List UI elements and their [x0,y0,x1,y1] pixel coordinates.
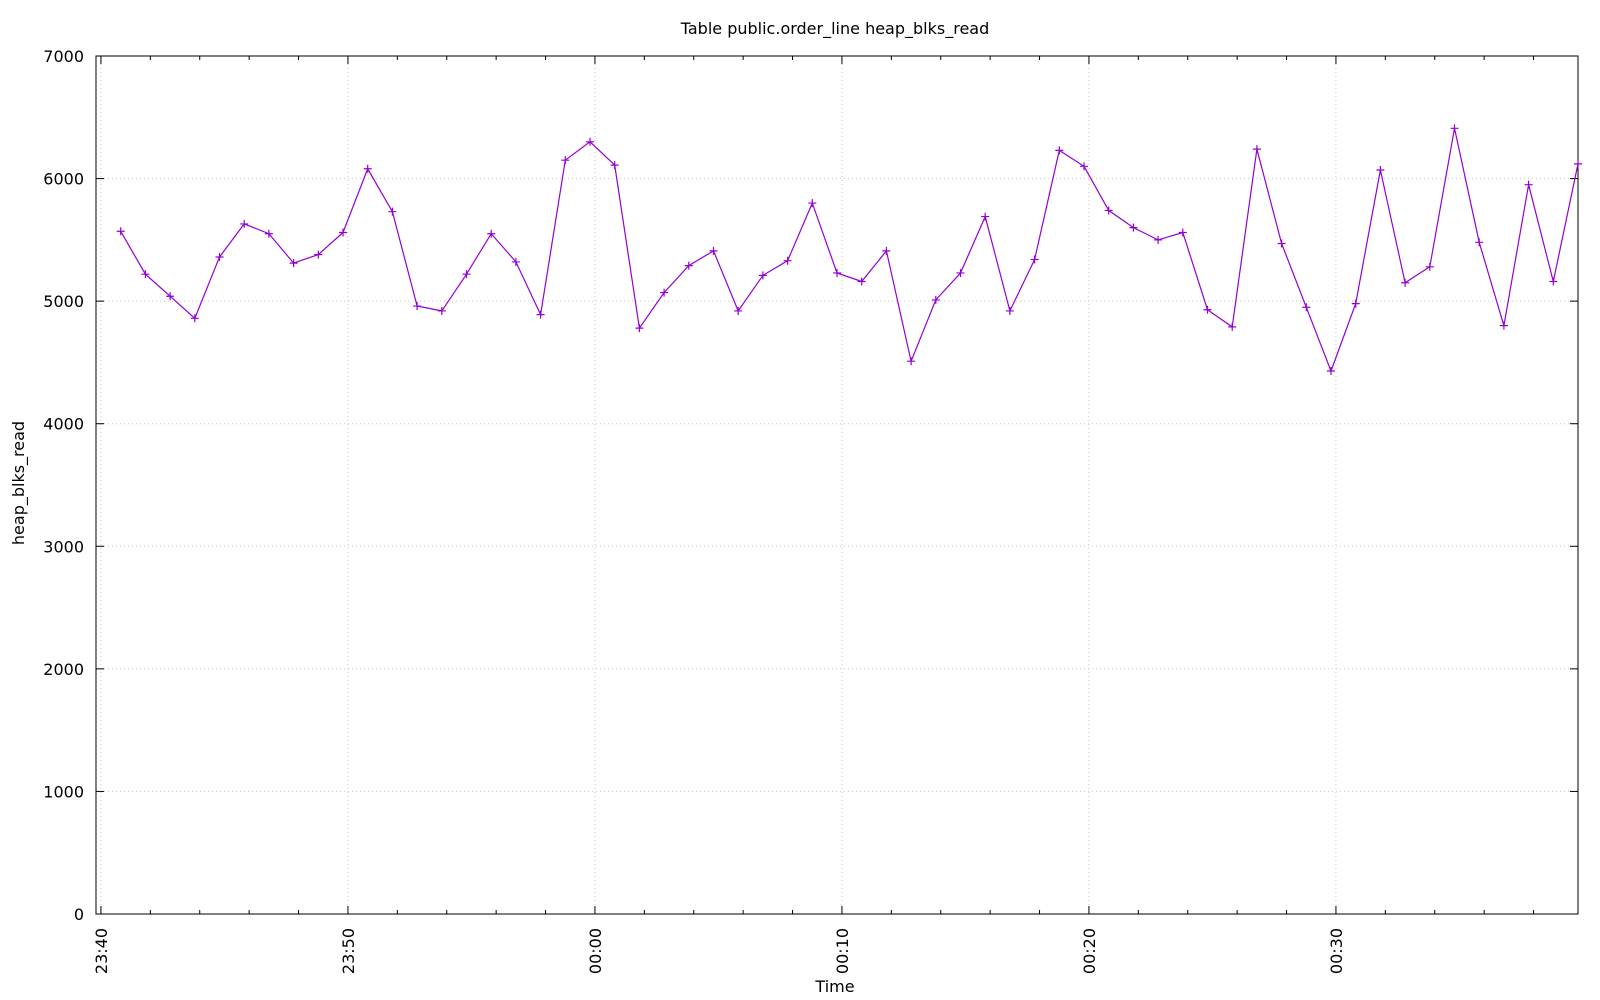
data-point-marker [462,270,471,279]
data-point-marker [289,259,298,268]
data-point-marker [1376,165,1385,174]
x-tick-label: 00:00 [586,928,605,974]
data-point-marker [882,246,891,255]
data-point-marker [857,277,866,286]
data-point-marker [1277,239,1286,248]
data-point-marker [1549,277,1558,286]
data-point-marker [1327,367,1335,376]
data-point-marker [709,246,718,255]
y-tick-label: 7000 [43,47,84,66]
data-point-marker [437,306,446,315]
data-point-marker [1524,180,1533,189]
x-tick-label: 23:40 [92,928,111,974]
data-point-marker [684,261,693,270]
data-point-marker [1154,235,1163,244]
plot-frame [95,55,1579,915]
data-point-marker [1129,223,1138,232]
data-point-marker [561,156,570,165]
data-point-marker [1203,305,1212,314]
y-axis: 0 1000 2000 3000 4000 5000 6000 7000 [43,47,1578,924]
data-point-marker [215,253,224,262]
data-point-marker [907,357,916,366]
series-line [120,128,1579,373]
data-point-marker [956,268,965,277]
x-tick-label: 00:30 [1327,928,1346,974]
data-point-marker [981,212,990,221]
data-point-marker [1450,124,1459,133]
data-point-marker [610,161,619,170]
y-tick-label: 3000 [43,537,84,556]
x-tick-label: 00:10 [833,928,852,974]
data-point-marker [240,219,249,228]
data-point-marker [363,164,372,173]
data-point-marker [487,229,496,238]
data-point-marker [734,306,743,315]
y-tick-label: 0 [74,905,84,924]
data-point-marker [1104,206,1113,215]
chart-title: Table public.order_line heap_blks_read [680,19,990,39]
data-point-marker [783,256,792,265]
data-point-marker [1178,228,1187,237]
data-point-marker [1574,159,1582,168]
x-tick-label: 00:20 [1080,928,1099,974]
data-point-marker [388,207,397,216]
data-point-marker [1005,306,1014,315]
data-point-marker [413,302,422,311]
y-tick-label: 6000 [43,170,84,189]
data-point-marker [833,268,841,277]
data-point-marker [758,271,767,280]
data-point-marker [1055,146,1064,155]
data-point-marker [1302,303,1311,312]
x-axis: 23:40 23:50 00:00 00:10 00:20 00:30 [92,56,1535,974]
data-point-marker [1425,262,1434,271]
data-point-marker [1030,255,1039,264]
data-point-marker [1351,299,1360,308]
grid [96,56,1578,914]
y-tick-label: 2000 [43,660,84,679]
data-point-marker [1401,278,1410,287]
data-point-marker [1080,162,1088,171]
data-point-marker [166,292,175,301]
data-point-marker [1252,145,1261,154]
data-point-marker [1228,322,1237,331]
series-group [116,124,1582,376]
data-point-marker [1475,238,1484,247]
x-axis-title: Time [814,977,854,996]
data-point-marker [116,227,125,236]
data-point-marker [635,324,644,333]
data-point-marker [190,314,199,323]
data-point-marker [141,270,150,279]
data-point-marker [511,257,520,266]
data-point-marker [536,310,545,319]
x-tick-label: 23:50 [339,928,358,974]
data-point-marker [586,137,594,146]
y-tick-label: 1000 [43,782,84,801]
data-point-marker [931,295,940,304]
data-point-marker [808,199,817,208]
y-axis-title: heap_blks_read [9,421,29,545]
data-point-marker [264,229,273,238]
data-point-marker [314,250,323,259]
data-point-marker [339,228,347,237]
data-point-marker [1499,321,1508,330]
data-point-marker [660,288,669,297]
y-tick-label: 4000 [43,415,84,434]
y-tick-label: 5000 [43,292,84,311]
